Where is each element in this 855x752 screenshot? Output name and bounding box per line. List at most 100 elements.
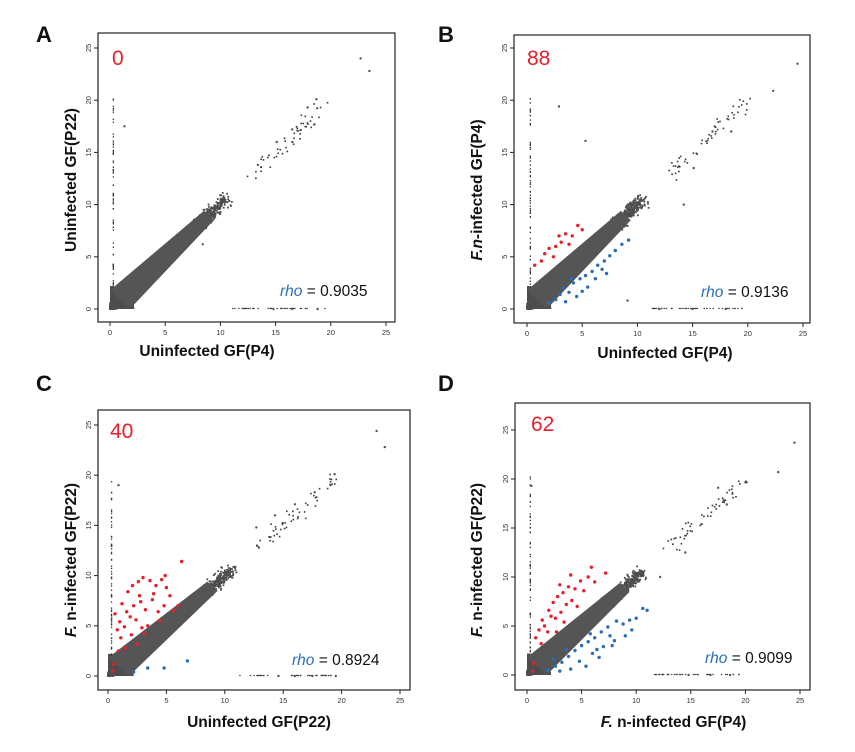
point-up-d [578,579,583,583]
point-up-d [573,587,577,591]
point-up-c [163,573,167,578]
point-down-d [560,660,564,664]
x-tick-label-b: 0 [525,329,529,338]
point-up-d [564,602,568,607]
point-up-d [554,630,559,634]
plot-b: 0 5 10 15 20 25 0 5 10 15 20 25 [500,34,811,338]
point-down-b [571,281,576,285]
y-tick-label-c: 20 [84,471,93,479]
point-gray-b [658,307,661,311]
plot-c: 0 5 10 15 20 25 0 5 10 15 20 25 [84,409,411,705]
point-gray-a [291,307,294,311]
count-annotation-b: 88 [527,47,551,70]
panel-label-d: D [438,371,454,396]
y-tick-label-d: 15 [501,524,510,532]
point-up-c [136,579,141,584]
point-gray-c [333,473,336,476]
point-gray-a [123,125,126,128]
point-down-d [614,619,619,623]
point-down-d [590,651,595,656]
x-tick-label-c: 15 [279,696,287,705]
y-tick-label-b: 10 [500,200,509,208]
point-up-d [582,589,586,593]
x-tick-label-d: 5 [580,696,584,705]
count-annotation-d: 62 [531,413,555,436]
point-gray-c [383,445,386,449]
upper-cluster-c [255,473,337,549]
point-down-b [547,301,551,305]
upper-cluster-d [662,480,748,551]
point-gray-b [557,105,561,108]
point-down-d [579,643,584,648]
y-tick-label-a: 10 [84,200,93,208]
point-gray-a [368,69,371,73]
x-tick-label-b: 10 [633,329,641,338]
point-gray-d [728,673,732,677]
point-up-c [143,608,148,612]
point-up-d [539,641,543,646]
x-tick-label-a: 5 [163,328,167,337]
point-gray-d [777,470,780,474]
point-down-d [610,643,614,648]
x-tick-label-d: 25 [796,696,804,705]
point-up-c [118,620,122,624]
x-tick-label-c: 5 [164,696,168,705]
y-tick-label-d: 20 [501,475,510,483]
point-gray-c [311,674,314,678]
point-gray-a [275,140,278,144]
point-gray-b [692,166,695,170]
point-up-c [128,615,132,619]
point-down-c [132,670,136,674]
point-gray-b [691,307,694,311]
point-gray-b [730,130,733,133]
point-gray-a [315,98,318,101]
point-down-b [586,285,590,289]
y-tick-label-a: 15 [84,148,93,156]
point-gray-b [772,89,775,93]
plot-frame-a [97,32,396,323]
point-up-b [570,234,574,238]
point-gray-d [725,503,728,506]
point-up-d [603,571,608,575]
point-down-b [602,259,606,263]
point-up-b [576,223,580,228]
plot-d: 0 5 10 15 20 25 0 5 10 15 20 25 [501,402,811,705]
point-gray-a [306,106,309,109]
point-up-d [586,575,590,579]
y-tick-label-d: 5 [501,624,510,628]
point-up-b [559,240,563,244]
rho-annotation-b: rho = 0.9136 [701,284,789,301]
y-tick-label-a: 25 [84,44,93,52]
y-tick-label-b: 15 [500,148,509,156]
y-tick-label-d: 25 [501,426,510,434]
point-up-c [139,600,143,604]
point-up-c [157,619,162,623]
point-down-b [575,294,579,299]
point-down-b [583,273,588,278]
point-up-d [561,591,565,595]
y-tick-label-b: 0 [500,307,509,311]
x-tick-label-d: 10 [632,696,640,705]
point-up-c [116,649,121,653]
x-tick-label-c: 25 [396,696,404,705]
point-down-c [162,666,166,670]
point-gray-d [640,569,643,573]
point-up-d [566,585,571,589]
x-axis-label-b: Uninfected GF(P4) [597,345,733,362]
point-up-d [570,598,574,603]
point-up-c [156,610,160,614]
y-tick-label-a: 5 [84,255,93,259]
y-tick-label-b: 20 [500,96,509,104]
point-down-d [573,648,577,653]
point-down-d [577,659,582,663]
point-up-c [137,594,142,598]
left-column-c [110,481,113,657]
point-up-c [111,669,115,673]
x-tick-label-b: 20 [744,329,752,338]
point-up-d [562,620,566,624]
bottom-row-b [651,307,743,310]
point-gray-d [716,486,720,489]
point-down-d [612,639,617,643]
plot-frame-d [514,402,811,691]
x-tick-label-c: 10 [221,696,229,705]
